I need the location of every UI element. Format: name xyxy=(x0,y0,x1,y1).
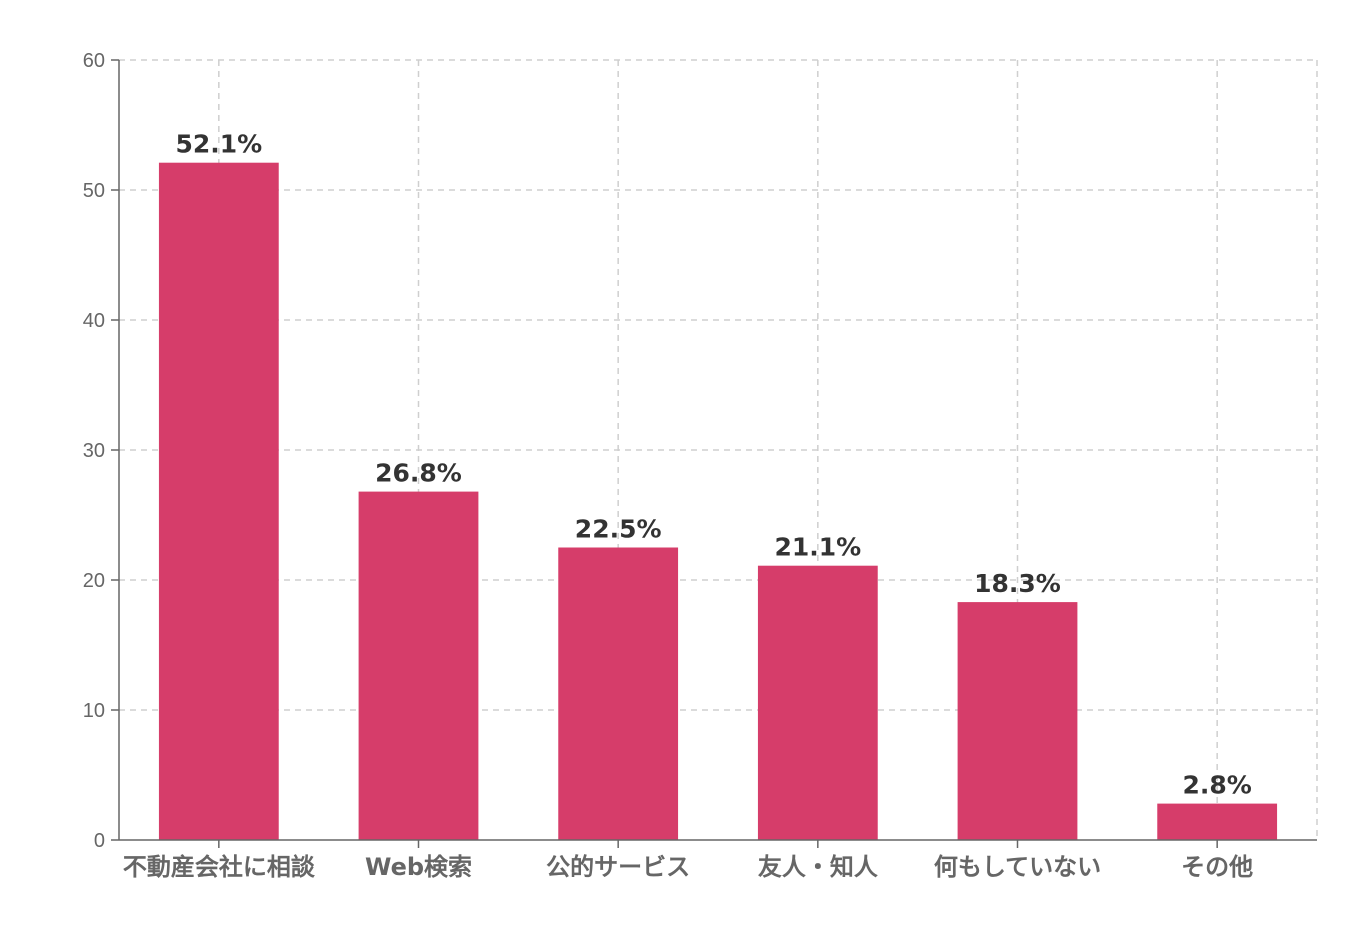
bar-value-label: 18.3% xyxy=(974,569,1061,598)
y-tick-label: 40 xyxy=(83,310,105,332)
bar xyxy=(158,162,279,840)
bar xyxy=(1157,803,1278,840)
bar xyxy=(757,565,878,840)
y-tick-label: 60 xyxy=(83,50,105,72)
grid xyxy=(119,59,1318,840)
bar-value-label: 2.8% xyxy=(1182,771,1251,800)
y-tick-label: 20 xyxy=(83,570,105,592)
y-tick-label: 0 xyxy=(94,830,105,852)
x-tick-label: 公的サービス xyxy=(546,853,690,881)
y-tick-label: 10 xyxy=(83,700,105,722)
x-tick-label: その他 xyxy=(1181,853,1253,881)
bar-value-label: 21.1% xyxy=(774,533,861,562)
data-labels: 52.1% 26.8% 22.5% 21.1% 18.3% 2.8% xyxy=(175,130,1251,800)
y-tick-label: 50 xyxy=(83,180,105,202)
bar xyxy=(558,547,679,840)
bars xyxy=(158,162,1278,840)
y-tick-label: 30 xyxy=(83,440,105,462)
x-tick-label: 不動産会社に相談 xyxy=(123,853,316,881)
x-tick-label: Web検索 xyxy=(365,853,472,881)
bar-value-label: 26.8% xyxy=(375,459,462,488)
bar xyxy=(358,491,479,840)
bar-value-label: 22.5% xyxy=(575,515,662,544)
bar-value-label: 52.1% xyxy=(175,130,262,159)
axes: 0 10 20 30 40 50 60 不動産会社に相談 Web検索 公的サービス 友人・知人 何もし… xyxy=(83,50,1317,881)
x-tick-label: 何もしていない xyxy=(934,853,1101,881)
bar xyxy=(957,602,1078,840)
x-tick-label: 友人・知人 xyxy=(758,853,878,881)
